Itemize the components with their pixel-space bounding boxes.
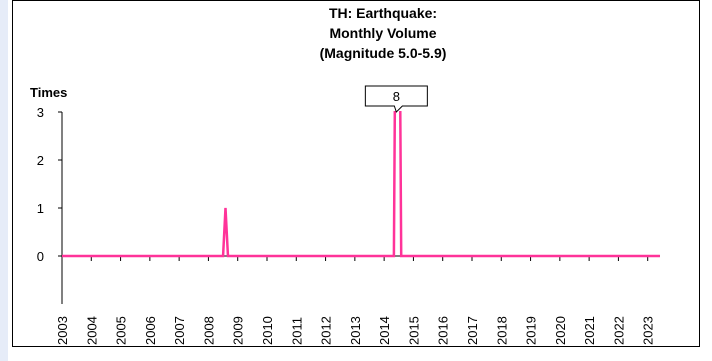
- x-tick-label: 2015: [406, 316, 421, 345]
- x-tick-label: 2009: [231, 316, 246, 345]
- callout-box: [364, 85, 428, 113]
- x-tick-label: 2018: [494, 316, 509, 345]
- y-tick-label: 0: [37, 249, 44, 264]
- x-tick-label: 2005: [114, 316, 129, 345]
- chart-title: TH: Earthquake:: [329, 5, 437, 21]
- x-tick-label: 2023: [641, 316, 656, 345]
- y-tick-label: 3: [37, 105, 44, 120]
- chart-subtitle: (Magnitude 5.0-5.9): [320, 45, 447, 61]
- x-tick-label: 2016: [436, 316, 451, 345]
- x-tick-label: 2008: [201, 316, 216, 345]
- chart-subtitle: Monthly Volume: [329, 25, 436, 41]
- x-tick-label: 2021: [582, 316, 597, 345]
- x-tick-label: 2013: [348, 316, 363, 345]
- x-tick-label: 2010: [260, 316, 275, 345]
- y-tick-label: 1: [37, 201, 44, 216]
- x-tick-label: 2019: [524, 316, 539, 345]
- data-label: 8: [393, 89, 400, 104]
- x-tick-label: 2007: [172, 316, 187, 345]
- x-tick-label: 2006: [143, 316, 158, 345]
- x-tick-label: 2012: [319, 316, 334, 345]
- side-band: [0, 0, 8, 361]
- data-line: [62, 111, 660, 258]
- x-tick-label: 2014: [377, 316, 392, 345]
- x-tick-label: 2003: [55, 316, 70, 345]
- x-tick-label: 2022: [611, 316, 626, 345]
- x-tick-label: 2004: [84, 316, 99, 345]
- x-tick-label: 2020: [553, 316, 568, 345]
- y-axis-label: Times: [30, 85, 67, 100]
- x-tick-label: 2011: [289, 317, 304, 345]
- chart-frame: [12, 0, 700, 347]
- x-tick-label: 2017: [465, 316, 480, 345]
- y-tick-label: 2: [37, 153, 44, 168]
